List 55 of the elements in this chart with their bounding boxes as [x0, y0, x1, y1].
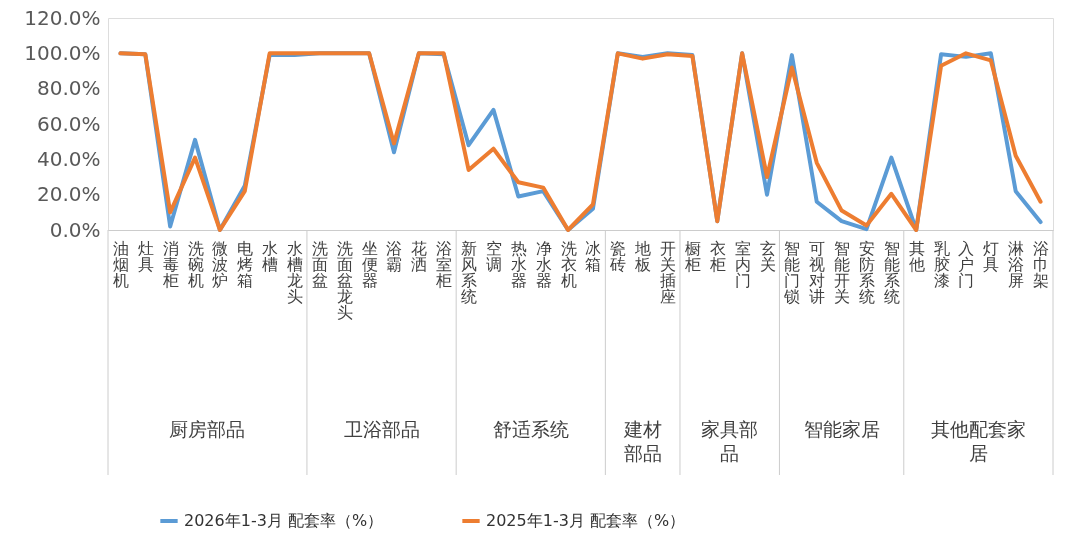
x-tick-label: 灶具 [137, 238, 154, 274]
line-series [118, 51, 1043, 232]
y-tick-label: 60.0% [36, 111, 101, 136]
x-tick-label: 洗衣机 [560, 238, 577, 290]
x-tick-label: 消毒柜 [161, 238, 179, 290]
legend-label: 2026年1-3月 配套率（%） [184, 511, 384, 530]
x-tick-label: 冰箱 [585, 238, 602, 274]
x-tick-label: 安防系统 [858, 238, 875, 306]
x-tick-label: 油烟机 [112, 238, 129, 290]
x-tick-label: 其他 [908, 238, 925, 274]
y-tick-label: 100.0% [24, 40, 101, 65]
x-tick-label: 浴室柜 [435, 238, 453, 290]
y-tick-label: 40.0% [36, 146, 101, 171]
text: 其他配套家居 [930, 418, 1026, 464]
x-tick-label: 瓷砖 [609, 238, 627, 274]
y-tick-label: 20.0% [36, 182, 101, 207]
x-tick-label: 淋浴屏 [1008, 238, 1025, 290]
x-tick-label: 空调 [485, 238, 502, 274]
x-tick-label: 水槽龙头 [287, 238, 304, 306]
y-tick-label: 120.0% [24, 5, 101, 30]
legend-label: 2025年1-3月 配套率（%） [486, 511, 686, 530]
text: 家具部品 [701, 418, 759, 464]
x-tick-label: 智能开关 [834, 238, 851, 306]
x-tick-label: 坐便器 [361, 238, 378, 290]
x-tick-label: 电烤箱 [237, 238, 254, 290]
x-tick-label: 新风系统 [461, 238, 478, 306]
x-tick-label: 可视对讲 [809, 238, 826, 306]
x-tick-label: 地板 [634, 238, 652, 274]
text: 舒适系统 [492, 418, 569, 440]
text: 智能家居 [803, 418, 880, 440]
x-tick-label: 浴巾架 [1033, 238, 1050, 290]
x-tick-label: 微波炉 [212, 238, 229, 290]
x-tick-label: 橱柜 [683, 238, 701, 274]
text: 厨房部品 [169, 418, 246, 440]
x-tick-label: 智能门锁 [783, 238, 801, 306]
x-tick-label: 洗面盆龙头 [336, 238, 353, 322]
x-tick-label: 洗碗机 [187, 238, 204, 290]
x-tick-label: 玄关 [759, 238, 776, 274]
x-tick-label: 净水器 [535, 238, 552, 290]
x-tick-label: 灯具 [983, 238, 1000, 274]
x-tick-label: 入户门 [958, 238, 975, 290]
x-tick-label: 开关插座 [660, 238, 677, 306]
text: 卫浴部品 [343, 418, 420, 440]
text: 建材部品 [622, 418, 662, 464]
x-tick-label: 花洒 [411, 238, 428, 274]
y-tick-label: 80.0% [36, 76, 101, 101]
x-tick-label: 乳胶漆 [933, 238, 950, 290]
x-tick-label: 室内门 [734, 238, 751, 290]
x-tick-label: 热水器 [510, 238, 527, 290]
y-tick-label: 0.0% [49, 217, 101, 242]
x-tick-label: 智能系统 [883, 238, 900, 306]
x-tick-label: 水槽 [262, 238, 279, 274]
x-tick-label: 衣柜 [708, 238, 726, 274]
x-tick-label: 洗面盆 [311, 238, 328, 290]
x-tick-label: 浴霸 [386, 238, 403, 274]
